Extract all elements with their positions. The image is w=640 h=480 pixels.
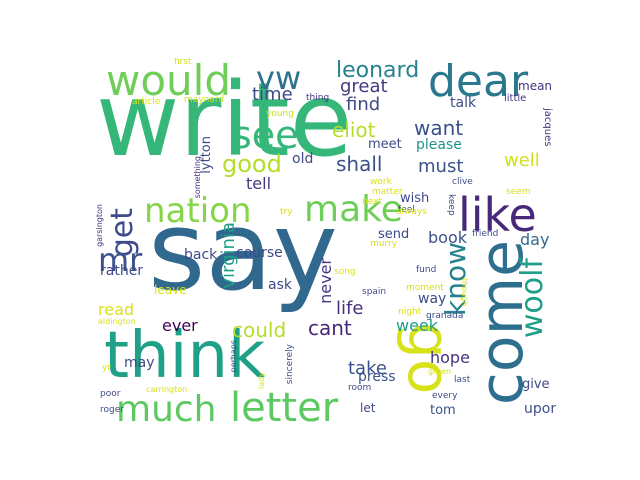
word-feel: feel (398, 205, 415, 215)
word-book: book (428, 228, 467, 247)
word-please: please (416, 137, 462, 153)
word-spain: spain (362, 287, 387, 297)
word-ask: ask (268, 277, 292, 293)
word-mr: mr (98, 241, 143, 279)
word-next: next (362, 197, 382, 207)
word-find: find (346, 94, 381, 115)
word-day: day (520, 230, 550, 249)
word-murry: murry (370, 239, 398, 249)
word-wish: wish (400, 191, 430, 206)
word-say: say (148, 187, 338, 315)
word-vw: vw (256, 59, 302, 97)
word-never: never (316, 258, 335, 304)
word-clive: clive (452, 177, 473, 187)
word-woolf: woolf (515, 258, 550, 339)
word-garsington: garsington (96, 204, 104, 247)
word-granada: granada (426, 311, 464, 321)
word-every: every (432, 391, 458, 401)
word-must: must (418, 156, 464, 177)
word-nation: nation (144, 191, 252, 231)
word-send: send (378, 227, 410, 242)
word-think: think (104, 319, 266, 393)
word-something: something (193, 156, 202, 199)
word-sincerely: sincerely (285, 344, 295, 385)
word-rather: rather (100, 263, 144, 279)
word-mean: mean (518, 79, 553, 93)
word-give: give (522, 377, 550, 392)
word-upon: upon (524, 401, 556, 417)
word-fund: fund (416, 265, 437, 275)
word-great: great (340, 76, 388, 97)
word-little: little (504, 93, 527, 104)
word-time: time (252, 84, 293, 105)
word-though: though (460, 278, 469, 307)
word-tom: tom (430, 403, 456, 418)
word-good: good (222, 150, 282, 178)
word-roger: roger (100, 405, 124, 415)
word-letter: letter (230, 385, 339, 424)
word-shall: shall (336, 152, 383, 176)
word-green: green (428, 367, 452, 376)
word-write: write (96, 61, 353, 180)
word-jacques: jacques (542, 108, 553, 147)
word-would: would (106, 58, 231, 105)
word-aldington: aldington (98, 317, 136, 326)
word-perhaps: perhaps (229, 340, 238, 373)
word-leave: leave (154, 283, 187, 297)
word-may: may (124, 355, 155, 371)
word-read: read (98, 300, 135, 319)
word-meet: meet (368, 137, 402, 152)
word-room: room (348, 383, 372, 393)
word-week: week (396, 316, 439, 335)
word-maynard: maynard (184, 95, 225, 105)
word-young: young (266, 109, 294, 119)
word-friend: friend (472, 229, 499, 239)
word-moment: moment (406, 283, 444, 293)
word-seem: seem (506, 187, 531, 197)
word-yr: yr (102, 363, 112, 373)
word-well: well (504, 150, 540, 171)
word-hope: hope (430, 348, 470, 367)
word-want: want (414, 116, 464, 140)
word-could: could (232, 318, 287, 342)
word-first: first (174, 58, 192, 67)
word-try: try (280, 207, 293, 217)
word-always: always (396, 207, 427, 217)
word-life: life (336, 298, 364, 319)
word-last: last (454, 375, 471, 385)
word-work: work (370, 177, 392, 187)
word-leonard: leonard (336, 58, 420, 83)
word-way: way (418, 291, 447, 307)
word-dear: dear (428, 58, 529, 107)
word-much: much (116, 389, 217, 425)
word-cloud: write say think come go like letter much… (96, 58, 556, 424)
word-old: old (292, 151, 314, 167)
word-talk: talk (450, 95, 477, 111)
word-back: back (184, 247, 218, 263)
word-eliot: eliot (332, 118, 376, 142)
word-take: take (348, 358, 387, 379)
word-carrington: carrington (146, 385, 188, 394)
word-article: article (132, 97, 161, 107)
word-tell: tell (246, 174, 272, 193)
word-let: let (360, 401, 376, 415)
word-poor: poor (100, 389, 121, 399)
word-lady: lady (257, 372, 266, 389)
word-make: make (304, 189, 403, 230)
word-song: song (334, 267, 356, 277)
word-matter: matter (372, 187, 403, 197)
word-like: like (458, 188, 537, 242)
word-see: see (232, 113, 299, 157)
word-keep: keep (446, 194, 456, 216)
word-course: course (236, 245, 283, 261)
word-cant: cant (308, 316, 352, 340)
word-press: press (358, 369, 396, 385)
word-go: go (395, 322, 463, 395)
word-thing: thing (306, 93, 330, 103)
word-ever: ever (162, 316, 198, 335)
word-night: night (398, 307, 422, 317)
